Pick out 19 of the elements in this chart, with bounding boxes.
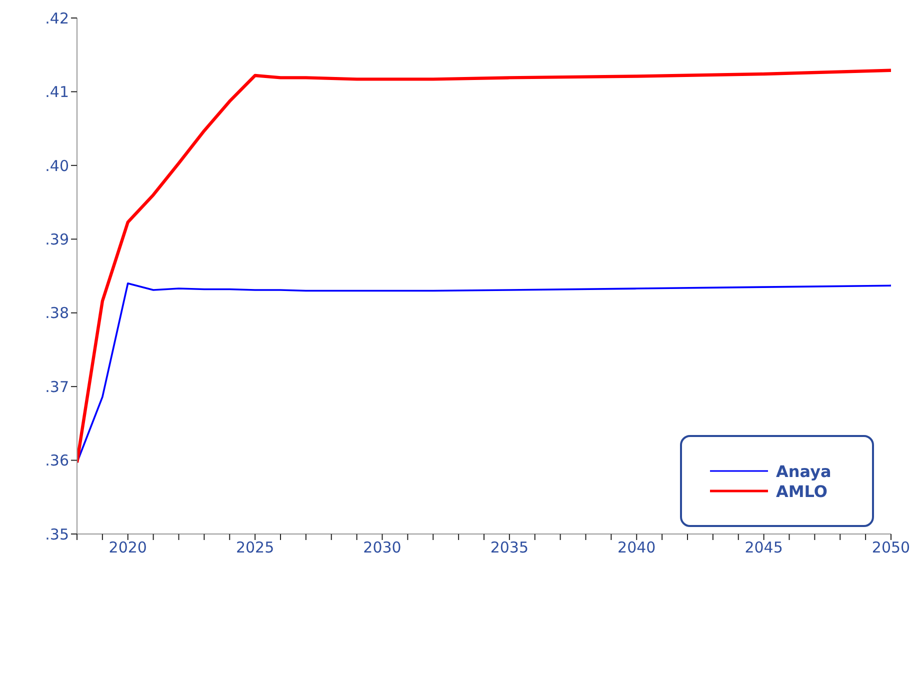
x-tick-label: 2045 — [744, 538, 783, 557]
x-tick-label: 2020 — [108, 538, 147, 557]
x-tick-label: 2030 — [363, 538, 402, 557]
y-tick-label: .35 — [45, 525, 69, 544]
x-tick-label: 2025 — [236, 538, 274, 557]
y-tick-label: .41 — [45, 83, 69, 102]
y-tick-label: .38 — [45, 304, 69, 322]
x-tick-label: 2035 — [490, 538, 529, 557]
x-tick-label: 2040 — [618, 538, 656, 557]
x-tick-label: 2050 — [872, 538, 910, 557]
y-tick-label: .37 — [45, 378, 69, 396]
legend-label: AMLO — [776, 482, 828, 500]
y-tick-label: .39 — [45, 230, 69, 248]
y-tick-label: .36 — [45, 452, 69, 470]
y-tick-label: .42 — [45, 9, 69, 28]
line-series — [77, 68, 891, 464]
y-tick-label: .40 — [45, 156, 69, 175]
legend-label: Anaya — [776, 462, 832, 480]
line-series — [77, 282, 891, 464]
